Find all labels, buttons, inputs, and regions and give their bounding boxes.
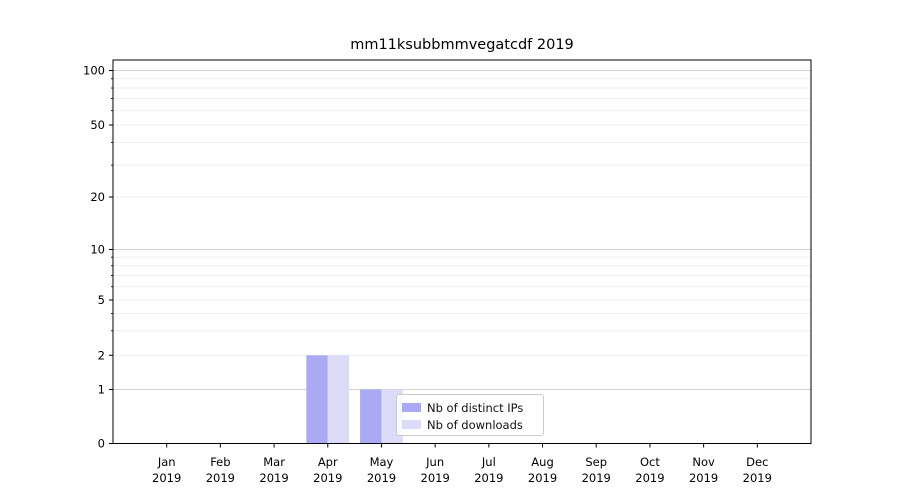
x-tick-label-month: Feb	[210, 455, 230, 469]
x-tick-label-month: Jul	[481, 455, 496, 469]
x-tick-label-year: 2019	[206, 471, 235, 485]
legend: Nb of distinct IPs Nb of downloads	[396, 394, 544, 436]
legend-swatch-distinct-ips	[402, 402, 421, 413]
y-tick-label: 20	[90, 190, 105, 204]
x-tick-label-month: Dec	[746, 455, 768, 469]
y-tick-label: 2	[98, 348, 105, 362]
y-tick-label: 1	[98, 383, 105, 397]
bar-distinct-ips	[306, 355, 328, 443]
y-tick-label: 10	[90, 243, 105, 257]
x-tick-label-month: Nov	[692, 455, 715, 469]
x-tick-label-month: Aug	[531, 455, 553, 469]
bar-distinct-ips	[360, 389, 382, 443]
x-tick-label-year: 2019	[689, 471, 718, 485]
x-tick-label-year: 2019	[313, 471, 342, 485]
legend-swatch-downloads	[402, 419, 421, 430]
x-tick-label-year: 2019	[474, 471, 503, 485]
x-tick-label-year: 2019	[582, 471, 611, 485]
legend-item-downloads: Nb of downloads	[402, 416, 543, 433]
x-tick-label-year: 2019	[152, 471, 181, 485]
x-tick-label-year: 2019	[528, 471, 557, 485]
x-tick-label-year: 2019	[367, 471, 396, 485]
x-tick-label-month: Sep	[585, 455, 607, 469]
y-tick-label: 0	[98, 437, 105, 451]
x-tick-label-year: 2019	[421, 471, 450, 485]
x-tick-label-month: Apr	[318, 455, 338, 469]
bar-downloads	[327, 355, 350, 443]
x-tick-label-year: 2019	[635, 471, 664, 485]
x-tick-label-month: Jun	[425, 455, 444, 469]
x-tick-label-year: 2019	[259, 471, 288, 485]
x-tick-label-month: Mar	[263, 455, 285, 469]
legend-item-distinct-ips: Nb of distinct IPs	[402, 399, 543, 416]
legend-label-downloads: Nb of downloads	[427, 417, 523, 432]
x-tick-label-year: 2019	[743, 471, 772, 485]
y-tick-label: 50	[90, 118, 105, 132]
x-tick-label-month: May	[370, 455, 394, 469]
y-tick-label: 5	[98, 293, 105, 307]
x-tick-label-month: Oct	[640, 455, 660, 469]
legend-label-distinct-ips: Nb of distinct IPs	[427, 400, 524, 415]
chart-title: mm11ksubbmmvegatcdf 2019	[350, 37, 574, 53]
plot-border	[112, 59, 812, 444]
y-tick-label: 100	[83, 64, 105, 78]
x-tick-label-month: Jan	[157, 455, 176, 469]
